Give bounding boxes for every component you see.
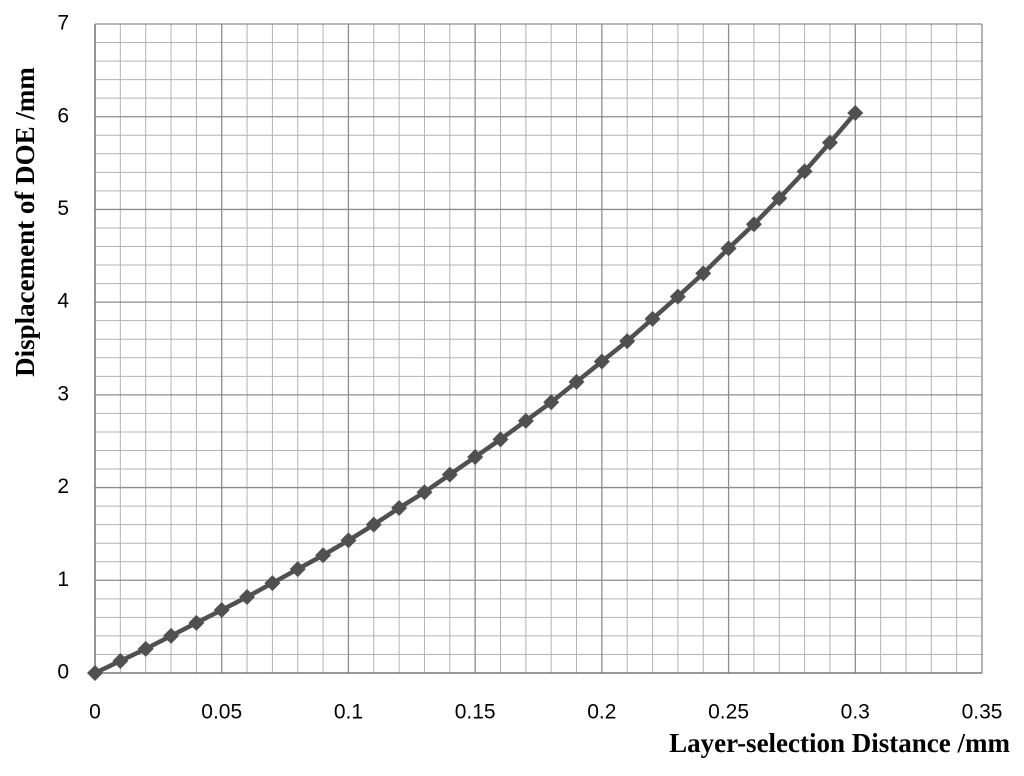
- data-point: [771, 190, 788, 207]
- x-axis-title: Layer-selection Distance /mm: [669, 728, 1010, 758]
- x-tick-label: 0.15: [455, 701, 496, 724]
- data-point: [543, 394, 560, 411]
- y-tick-label: 6: [57, 104, 69, 127]
- data-point: [492, 431, 509, 448]
- y-tick-label: 7: [57, 12, 69, 35]
- data-point: [213, 601, 230, 618]
- data-point: [264, 575, 281, 592]
- data-point: [441, 466, 458, 483]
- x-tick-label: 0.1: [334, 701, 363, 724]
- data-point: [695, 265, 712, 282]
- x-tick-label: 0.05: [201, 701, 242, 724]
- x-tick-label: 0.25: [708, 701, 749, 724]
- data-point: [188, 614, 205, 631]
- y-tick-label: 4: [57, 290, 69, 313]
- x-tick-label: 0: [89, 701, 101, 724]
- y-tick-label: 3: [57, 382, 69, 405]
- data-point: [796, 163, 813, 180]
- data-point: [416, 484, 433, 501]
- data-point: [745, 216, 762, 233]
- y-tick-label: 5: [57, 197, 69, 220]
- x-tick-label: 0.35: [962, 701, 1003, 724]
- data-point: [821, 134, 838, 151]
- y-tick-label: 2: [57, 475, 69, 498]
- data-point: [112, 652, 129, 669]
- data-point: [644, 310, 661, 327]
- data-point: [87, 665, 103, 681]
- data-point: [847, 105, 864, 122]
- data-point: [669, 288, 686, 305]
- data-point: [163, 627, 180, 644]
- data-point: [517, 412, 534, 429]
- data-point: [720, 240, 737, 257]
- x-tick-label: 0.3: [841, 701, 870, 724]
- data-point: [619, 333, 636, 350]
- data-point: [593, 353, 610, 370]
- y-axis-title: Displacement of DOE /mm: [10, 67, 40, 377]
- y-tick-label: 0: [57, 661, 69, 684]
- data-point: [391, 499, 408, 516]
- data-point: [340, 532, 357, 549]
- data-point: [315, 547, 332, 564]
- data-point: [467, 448, 484, 465]
- data-point: [568, 373, 585, 390]
- y-tick-label: 1: [57, 568, 69, 591]
- data-point: [239, 588, 256, 605]
- data-point: [289, 561, 306, 578]
- data-point: [365, 516, 382, 533]
- x-tick-label: 0.2: [587, 701, 616, 724]
- data-point: [137, 640, 154, 657]
